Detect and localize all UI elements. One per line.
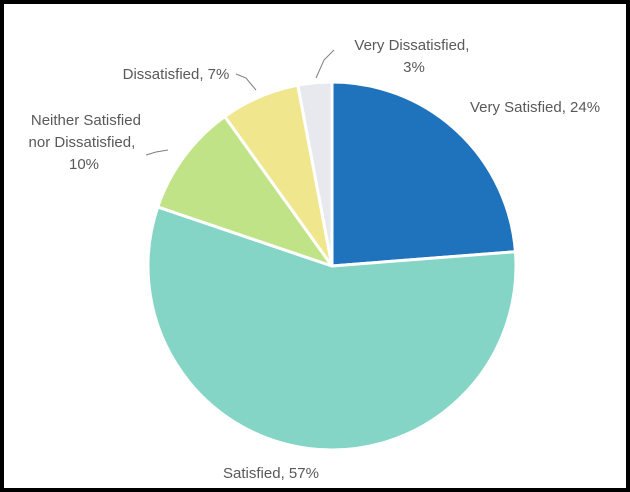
leader-line-dissatisfied	[235, 73, 257, 91]
data-label-very-satisfied: Very Satisfied, 24%	[470, 99, 600, 116]
data-label-neither-line-1: Neither Satisfied	[31, 112, 141, 129]
pie-slice-very-dissatisfied	[296, 80, 334, 268]
pie-slice-very-satisfied	[330, 80, 517, 268]
pie-slice-satisfied	[146, 205, 518, 452]
data-label-very-dissatisfied-line-1: Very Dissatisfied,	[354, 37, 469, 54]
leader-line-neither	[145, 149, 169, 156]
data-label-neither-line-2: nor Dissatisfied,	[29, 134, 136, 151]
pie-chart: Very Satisfied, 24% Satisfied, 57% Neith…	[29, 37, 601, 482]
pie-slices	[146, 80, 518, 452]
data-label-dissatisfied: Dissatisfied, 7%	[123, 66, 230, 83]
pie-slice-neither-satisfied-nor-dissatisfied	[156, 114, 334, 268]
data-label-satisfied: Satisfied, 57%	[223, 465, 319, 482]
data-label-neither: Neither Satisfied nor Dissatisfied, 10%	[29, 112, 146, 173]
data-labels: Very Satisfied, 24% Satisfied, 57% Neith…	[29, 37, 601, 482]
data-label-neither-line-3: 10%	[69, 156, 99, 173]
leader-line-very-dissatisfied	[315, 49, 335, 79]
leader-lines	[145, 49, 335, 156]
data-label-very-dissatisfied: Very Dissatisfied, 3%	[354, 37, 473, 76]
data-label-very-dissatisfied-line-2: 3%	[403, 59, 425, 76]
